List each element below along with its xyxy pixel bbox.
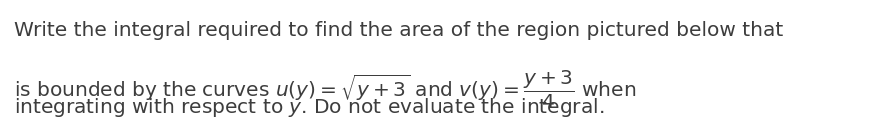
Text: is bounded by the curves $\mathit{u}(\mathit{y}) = \sqrt{\mathit{y}+3}$ and $\ma: is bounded by the curves $\mathit{u}(\ma… [14,69,636,111]
Text: Write the integral required to find the area of the region pictured below that: Write the integral required to find the … [14,21,783,40]
Text: integrating with respect to $\mathit{y}$. Do not evaluate the integral.: integrating with respect to $\mathit{y}$… [14,96,604,119]
